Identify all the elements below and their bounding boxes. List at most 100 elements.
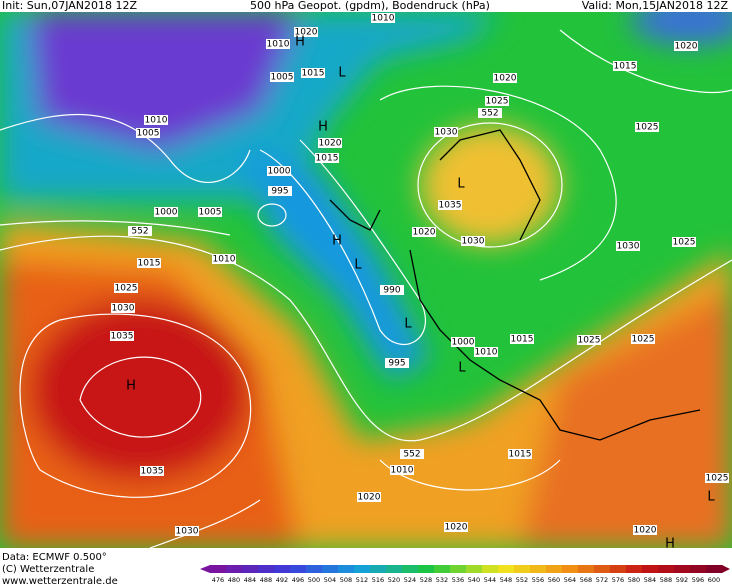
isobar-label: 1025 (486, 97, 509, 107)
isobar-label: 1005 (271, 73, 294, 83)
init-time: Init: Sun,07JAN2018 12Z (2, 0, 137, 12)
isobar-label: 990 (383, 286, 400, 296)
isobar-label: 1020 (358, 493, 381, 503)
isobar-label: 1030 (462, 237, 485, 247)
colorbar-tick-label: 568 (580, 576, 592, 584)
colorbar-swatch (210, 565, 227, 573)
isobar-label: 552 (481, 109, 498, 119)
colorbar-swatch (674, 565, 691, 573)
isobar-label-bg (380, 285, 404, 295)
colorbar-tick-label: 560 (548, 576, 560, 584)
isobar-label-bg (461, 236, 485, 246)
colorbar-swatch (450, 565, 467, 573)
isobar-label-bg (175, 526, 199, 536)
isobar-label: 1015 (316, 154, 339, 164)
map-field (0, 0, 732, 548)
isobar-label: 1025 (632, 335, 655, 345)
isobar-label-bg (613, 61, 637, 71)
colorbar-tick-label: 572 (596, 576, 608, 584)
colorbar-arrow-left (200, 565, 210, 573)
isobar-label-bg (357, 492, 381, 502)
colorbar-swatch (658, 565, 675, 573)
isobar-label-bg (510, 334, 534, 344)
isobar-label: 552 (131, 227, 148, 237)
pressure-center: L (354, 258, 362, 273)
colorbar-tick-label: 524 (404, 576, 416, 584)
isobar-label: 1020 (295, 28, 318, 38)
colorbar-tick-label: 504 (324, 576, 336, 584)
isobar-label-bg (266, 39, 290, 49)
colorbar-tick-label: 588 (660, 576, 672, 584)
isobar-label-bg (111, 303, 135, 313)
isobar-label: 1020 (413, 228, 436, 238)
colorbar-swatch (690, 565, 707, 573)
isobar-label: 1015 (614, 62, 637, 72)
isobar-label: 1000 (155, 208, 178, 218)
colorbar-swatch (290, 565, 307, 573)
isobar-label-bg (198, 207, 222, 217)
colorbar-swatch (626, 565, 643, 573)
colorbar-swatch (306, 565, 323, 573)
isobar-label-bg (154, 207, 178, 217)
colorbar-swatch (482, 565, 499, 573)
data-source: Data: ECMWF 0.500° (2, 552, 107, 563)
colorbar: 476 480 484 488 492 496 500 504 508 512 516 520 524 5… (200, 565, 730, 584)
isobar-label: 1015 (511, 335, 534, 345)
coastlines (329, 129, 701, 441)
colorbar-tick-label: 496 (292, 576, 304, 584)
colorbar-tick-label: 492 (276, 576, 288, 584)
colorbar-tick-label: 596 (692, 576, 704, 584)
isobar-label-bg (672, 237, 696, 247)
isobar-label-bg (400, 449, 424, 459)
isobar-label: 1010 (267, 40, 290, 50)
isobar-label-bg (315, 153, 339, 163)
colorbar-swatch (578, 565, 595, 573)
colorbar-swatch (338, 565, 355, 573)
isobar-label-bg (301, 68, 325, 78)
colorbar-tick-label: 544 (484, 576, 496, 584)
map-title: 500 hPa Geopot. (gpdm), Bodendruck (hPa) (250, 0, 490, 12)
isobar-label: 995 (271, 187, 288, 197)
isobar-label-bg (294, 27, 318, 37)
isobar-label: 1015 (509, 450, 532, 460)
colorbar-swatch (242, 565, 259, 573)
isobar-label-bg (493, 73, 517, 83)
isobar-label-bg (705, 473, 729, 483)
pressure-center: L (457, 177, 465, 192)
pressure-center: H (126, 379, 136, 394)
isobar-label-bg (390, 465, 414, 475)
isobar-label: 1020 (494, 74, 517, 84)
isobar-label: 1010 (213, 255, 236, 265)
colorbar-swatch (530, 565, 547, 573)
colorbar-swatch (434, 565, 451, 573)
isobar-label: 1020 (634, 526, 657, 536)
colorbar-swatch (274, 565, 291, 573)
isobar-label-bg (485, 96, 509, 106)
isobar-label: 1020 (319, 139, 342, 149)
isobar-label: 1035 (111, 332, 134, 342)
colorbar-tick-label: 484 (244, 576, 256, 584)
colorbar-tick-label: 552 (516, 576, 528, 584)
isobar-label-bg (110, 331, 134, 341)
isobar-label-bg (616, 241, 640, 251)
pressure-center: H (332, 234, 342, 249)
isobar-label: 1005 (199, 208, 222, 218)
isobar-label-bg (577, 335, 601, 345)
colorbar-tick-label: 508 (340, 576, 352, 584)
isobar-label: 1005 (137, 129, 160, 139)
colorbar-tick-label: 480 (228, 576, 240, 584)
isobar-label-bg (268, 186, 292, 196)
colorbar-tick-label: 564 (564, 576, 576, 584)
valid-time: Valid: Mon,15JAN2018 12Z (582, 0, 729, 12)
colorbar-tick-label: 532 (436, 576, 448, 584)
isobar-label: 1010 (475, 348, 498, 358)
isobar-label: 1025 (673, 238, 696, 248)
isobar-label: 552 (403, 450, 420, 460)
isobar-label-bg (412, 227, 436, 237)
colorbar-tick-label: 488 (260, 576, 272, 584)
isobar-label: 1010 (145, 116, 168, 126)
isobar-label-bg (508, 449, 532, 459)
isobar-label: 1000 (268, 167, 291, 177)
colorbar-swatch (594, 565, 611, 573)
colorbar-swatch (418, 565, 435, 573)
